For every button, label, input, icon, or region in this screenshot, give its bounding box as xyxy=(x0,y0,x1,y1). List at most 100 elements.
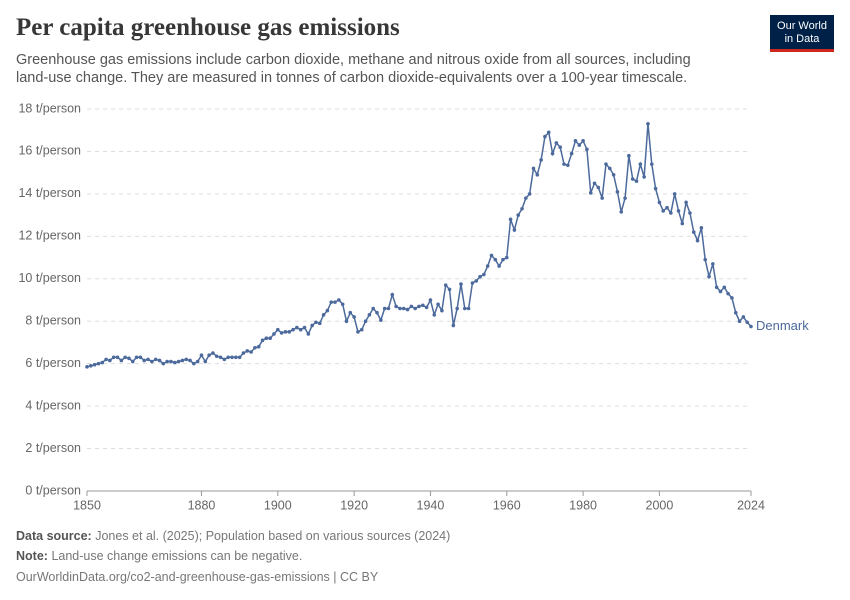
point xyxy=(203,359,208,364)
point xyxy=(371,306,376,311)
point xyxy=(317,321,322,326)
point xyxy=(573,139,578,143)
point xyxy=(611,172,616,177)
point xyxy=(253,345,257,350)
y-tick-label: 8 t/person xyxy=(25,314,81,328)
point xyxy=(344,319,349,324)
point xyxy=(672,192,677,196)
point xyxy=(413,306,417,311)
point xyxy=(516,213,521,217)
point xyxy=(447,287,452,292)
point xyxy=(325,308,330,313)
point xyxy=(749,324,753,329)
point xyxy=(497,264,501,268)
point xyxy=(298,327,303,332)
point xyxy=(608,166,612,171)
point xyxy=(192,361,196,366)
point xyxy=(195,359,200,364)
point xyxy=(745,320,749,325)
point xyxy=(619,210,624,214)
point xyxy=(558,145,562,149)
logo[interactable]: Our World in Data xyxy=(770,15,834,52)
point xyxy=(501,257,505,262)
point xyxy=(669,211,673,215)
source-text: Jones et al. (2025); Population based on… xyxy=(95,529,451,543)
point xyxy=(138,355,143,360)
point xyxy=(634,179,639,183)
point xyxy=(508,217,513,222)
point xyxy=(562,162,566,166)
point xyxy=(520,206,524,211)
point xyxy=(92,362,97,367)
logo-text: Our World xyxy=(777,20,827,32)
point xyxy=(108,358,112,363)
point xyxy=(180,358,185,363)
point xyxy=(440,308,444,313)
point xyxy=(524,196,528,200)
point xyxy=(527,192,532,196)
source-label: Data source: xyxy=(16,529,92,543)
point xyxy=(157,358,162,363)
point xyxy=(676,209,681,213)
point xyxy=(279,331,284,335)
url[interactable]: OurWorldinData.org/co2-and-greenhouse-ga… xyxy=(16,570,379,584)
point xyxy=(470,281,475,285)
point xyxy=(688,211,692,215)
point xyxy=(340,302,345,307)
x-tick-label: 1850 xyxy=(73,498,101,512)
note-label: Note: xyxy=(16,549,48,563)
point xyxy=(214,354,219,359)
x-tick-label: 2000 xyxy=(646,498,674,512)
point xyxy=(291,327,295,332)
point xyxy=(348,310,353,315)
point xyxy=(337,298,341,302)
point xyxy=(482,272,486,277)
chart-subtitle: Greenhouse gas emissions include carbon … xyxy=(16,52,691,86)
point xyxy=(703,257,708,262)
point xyxy=(443,283,448,287)
point xyxy=(432,313,437,317)
point xyxy=(211,351,215,355)
point xyxy=(375,310,379,315)
point xyxy=(684,200,688,205)
y-tick-label: 14 t/person xyxy=(18,186,81,200)
point xyxy=(329,300,334,304)
point xyxy=(630,177,635,181)
point xyxy=(661,209,666,213)
point xyxy=(478,274,482,279)
point xyxy=(421,303,425,308)
point xyxy=(730,296,734,300)
point xyxy=(302,325,307,330)
point xyxy=(310,323,314,328)
point xyxy=(722,285,727,290)
point xyxy=(455,306,459,311)
y-tick-label: 2 t/person xyxy=(25,441,81,455)
chart: 0 t/person 2 t/person 4 t/person 6 t/person… xyxy=(18,101,809,512)
point xyxy=(554,141,559,145)
point xyxy=(726,291,730,296)
point xyxy=(226,355,230,360)
point xyxy=(150,359,154,364)
point xyxy=(615,189,620,194)
point xyxy=(493,257,498,262)
point xyxy=(153,357,158,362)
point xyxy=(535,172,540,177)
point xyxy=(577,143,582,147)
point xyxy=(531,166,536,171)
point xyxy=(627,153,631,158)
point xyxy=(459,282,463,286)
point xyxy=(146,357,150,362)
point xyxy=(382,306,387,311)
x-tick-label: 1880 xyxy=(188,498,216,512)
point xyxy=(111,355,116,360)
point xyxy=(89,363,93,368)
point xyxy=(234,355,238,360)
point xyxy=(665,205,669,210)
point xyxy=(646,122,650,126)
point xyxy=(653,186,658,191)
point xyxy=(623,196,627,200)
point xyxy=(306,332,311,336)
point xyxy=(260,338,265,343)
point xyxy=(165,359,169,364)
